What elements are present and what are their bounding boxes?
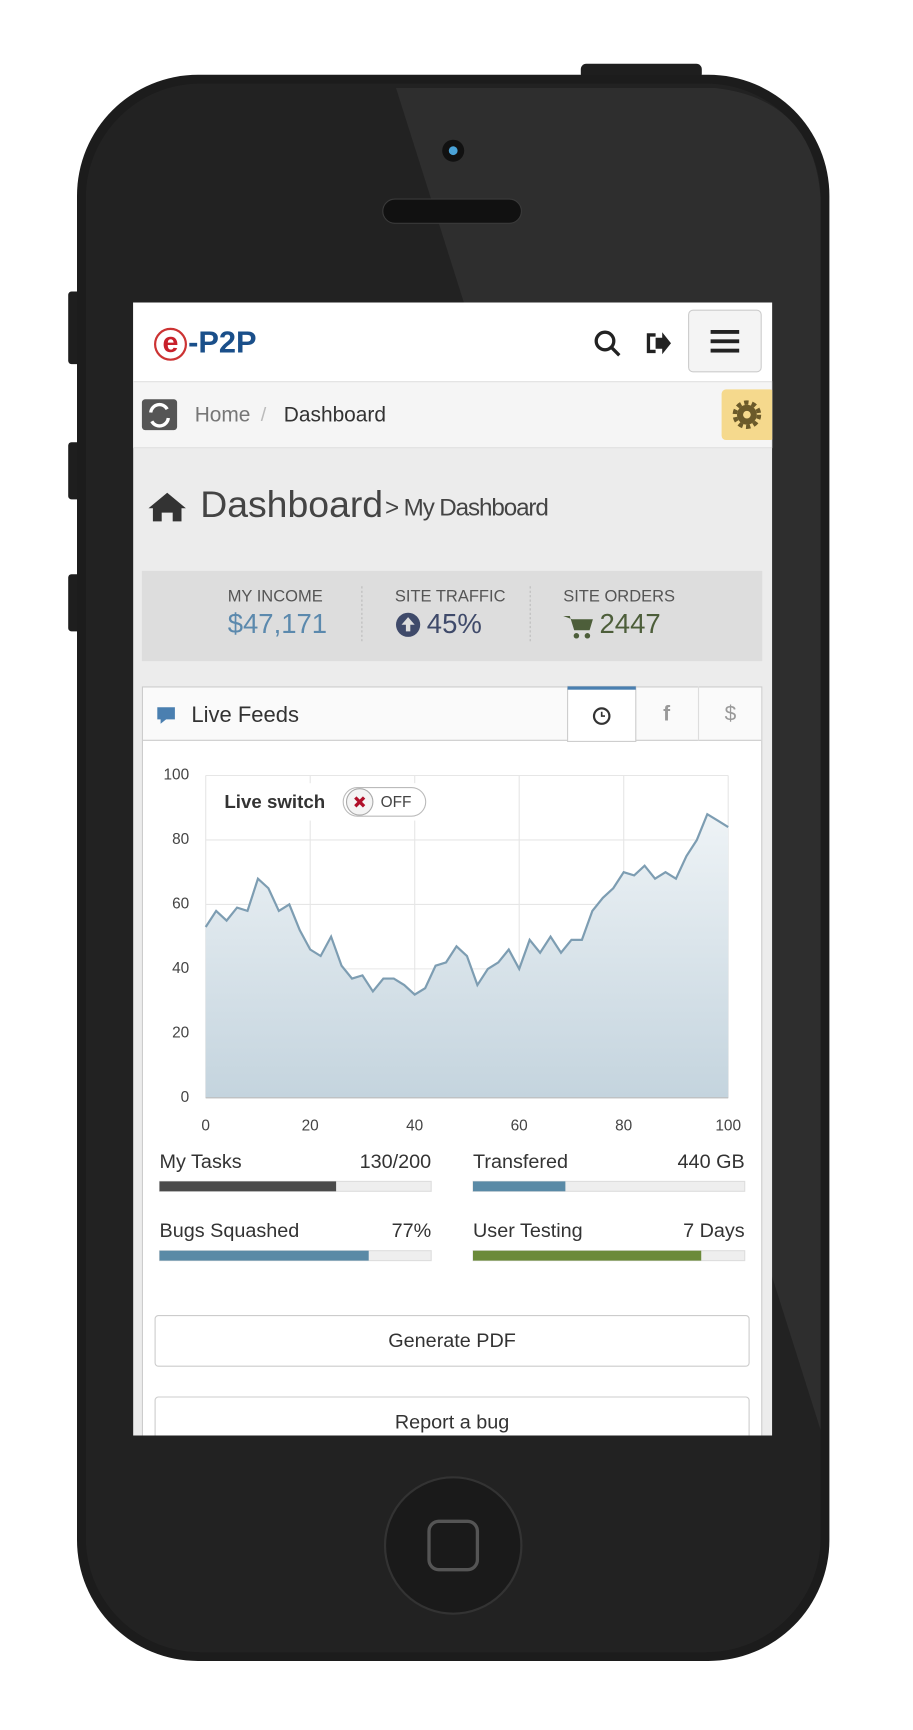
home-button[interactable] bbox=[383, 1476, 523, 1615]
x-tick-label: 40 bbox=[406, 1117, 423, 1134]
panel-header bbox=[143, 687, 762, 741]
panel-title: Live Feeds bbox=[191, 702, 299, 727]
breadcrumb-separator: / bbox=[261, 404, 267, 426]
breadcrumb-current: Dashboard bbox=[284, 403, 386, 426]
chart: 0 20 40 60 80 100 0 20 40 60 80 100 bbox=[164, 767, 742, 1135]
progress-label: Transfered bbox=[473, 1151, 568, 1173]
home-icon bbox=[148, 492, 186, 522]
x-tick-label: 80 bbox=[615, 1117, 632, 1134]
progress-bar bbox=[159, 1181, 337, 1192]
page-title: Dashboard bbox=[200, 483, 383, 525]
stat-label: SITE ORDERS bbox=[563, 588, 675, 606]
x-tick-label: 100 bbox=[715, 1117, 741, 1134]
switch-x bbox=[354, 796, 366, 808]
logo-mark: e bbox=[163, 327, 179, 359]
stat-label: MY INCOME bbox=[228, 588, 323, 606]
progress-value: 440 GB bbox=[678, 1151, 745, 1173]
stats-box bbox=[141, 570, 763, 662]
switch-label: Live switch bbox=[224, 791, 325, 812]
progress-value: 130/200 bbox=[360, 1151, 432, 1173]
traffic-arrow bbox=[401, 617, 415, 632]
y-tick-label: 0 bbox=[181, 1089, 190, 1106]
breadcrumb-link[interactable]: Home bbox=[195, 403, 251, 426]
speaker bbox=[382, 198, 522, 224]
gear-icon bbox=[732, 400, 762, 430]
stat-value: 2447 bbox=[600, 608, 661, 639]
stat-value: 45% bbox=[427, 608, 482, 639]
y-tick-label: 80 bbox=[172, 831, 189, 848]
screen: e -P2P Home / Dashboard Dashboard > My D… bbox=[133, 302, 773, 1448]
button[interactable] bbox=[154, 1315, 750, 1367]
breadcrumb-bar bbox=[133, 381, 773, 449]
x-tick-label: 20 bbox=[302, 1117, 319, 1134]
tab-icon[interactable]: $ bbox=[725, 703, 737, 726]
refresh-icon bbox=[149, 402, 170, 428]
button-label: Report a bug bbox=[395, 1412, 509, 1434]
stat-label: SITE TRAFFIC bbox=[395, 588, 506, 606]
menu-icon bbox=[710, 330, 740, 353]
x-tick-label: 0 bbox=[201, 1117, 210, 1134]
clock-hand bbox=[600, 711, 606, 717]
camera-lens bbox=[448, 146, 458, 156]
tab-icon[interactable]: f bbox=[663, 703, 670, 726]
comment-icon bbox=[157, 707, 175, 724]
y-tick-label: 20 bbox=[172, 1024, 189, 1041]
progress-value: 77% bbox=[392, 1220, 432, 1242]
x-tick-label: 60 bbox=[511, 1117, 528, 1134]
switch-state: OFF bbox=[381, 794, 412, 811]
stat-value: $47,171 bbox=[228, 608, 327, 639]
progress-label: My Tasks bbox=[160, 1151, 242, 1173]
logo-ring bbox=[154, 327, 188, 361]
logo-text: -P2P bbox=[188, 324, 256, 359]
y-tick-label: 100 bbox=[164, 767, 190, 784]
clock-icon bbox=[592, 707, 611, 725]
search-icon[interactable] bbox=[594, 330, 621, 357]
home-button-icon bbox=[427, 1519, 480, 1572]
progress-list: My Tasks 130/200 Transfered 440 GB Bugs Squa… bbox=[158, 1151, 746, 1262]
progress-bar bbox=[473, 1181, 566, 1192]
line bbox=[204, 812, 729, 996]
button[interactable] bbox=[154, 1396, 750, 1448]
progress-bar bbox=[159, 1250, 369, 1261]
cart-icon bbox=[563, 616, 593, 639]
button-label: Generate PDF bbox=[388, 1330, 516, 1352]
progress-label: Bugs Squashed bbox=[160, 1220, 300, 1242]
y-tick-label: 40 bbox=[172, 960, 189, 977]
page-subtitle: > My Dashboard bbox=[385, 495, 548, 522]
progress-label: User Testing bbox=[473, 1220, 583, 1242]
progress-value: 7 Days bbox=[683, 1220, 745, 1242]
progress-bar bbox=[473, 1250, 702, 1261]
logout-icon[interactable] bbox=[646, 332, 671, 355]
tab-indicator bbox=[567, 686, 636, 690]
y-tick-label: 60 bbox=[172, 895, 189, 912]
